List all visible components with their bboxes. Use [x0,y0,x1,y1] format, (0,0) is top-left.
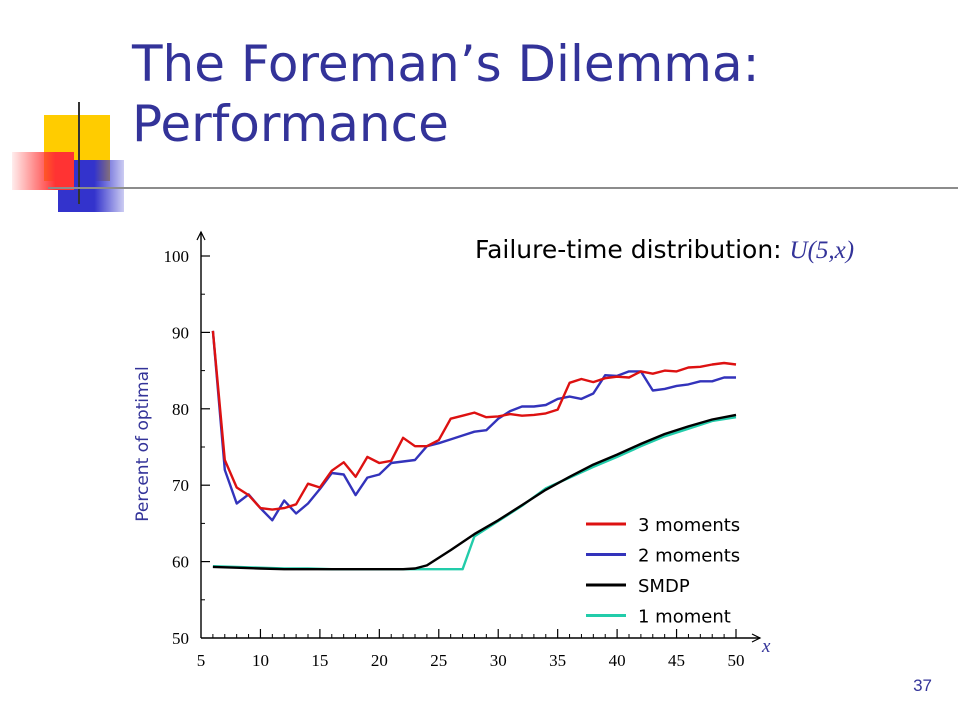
y-axis-arrow [196,230,206,241]
y-tick-label: 50 [172,629,189,648]
x-axis-label: x [761,636,771,657]
axes: 5 10 15 20 25 30 35 40 45 50 50 60 70 80 90 100 [164,230,762,670]
x-tick-label: 25 [430,651,447,670]
legend: 3 moments 2 moments SMDP 1 moment [586,515,740,628]
legend-label-smdp: SMDP [638,576,690,597]
annotation-formula: U(5,x) [790,237,855,264]
decor-vertical-line [78,102,80,204]
decor-red-bar [12,152,74,190]
series-line-2-moments [211,330,736,522]
annotation-text: Failure-time distribution: [475,235,790,264]
x-tick-label: 15 [311,651,328,670]
y-tick-label: 80 [172,400,189,419]
title-underline [48,187,958,189]
x-tick-label: 5 [197,651,206,670]
chart-annotation: Failure-time distribution: U(5,x) [475,235,854,264]
slide-title: The Foreman’s Dilemma: Performance [132,34,932,154]
title-line-1: The Foreman’s Dilemma: [132,35,760,93]
y-tick-label: 90 [172,323,189,342]
legend-label-3-moments: 3 moments [638,515,740,536]
page-number: 37 [913,676,932,695]
x-tick-label: 40 [609,651,626,670]
x-tick-label: 45 [668,651,685,670]
y-tick-label: 70 [172,476,189,495]
x-tick-label: 50 [728,651,745,670]
x-tick-label: 35 [549,651,566,670]
legend-label-1-moment: 1 moment [638,607,731,628]
y-tick-label: 60 [172,553,189,572]
x-tick-label: 20 [371,651,388,670]
y-tick-label: 100 [164,247,190,266]
y-axis-label: Percent of optimal [133,366,153,521]
x-tick-label: 10 [252,651,269,670]
x-axis-arrow [751,633,762,643]
x-tick-label: 30 [490,651,507,670]
title-line-2: Performance [132,95,449,153]
legend-label-2-moments: 2 moments [638,546,740,567]
series-line-smdp [212,413,737,571]
series-lines [211,330,737,571]
series-line-3-moments [211,330,737,511]
